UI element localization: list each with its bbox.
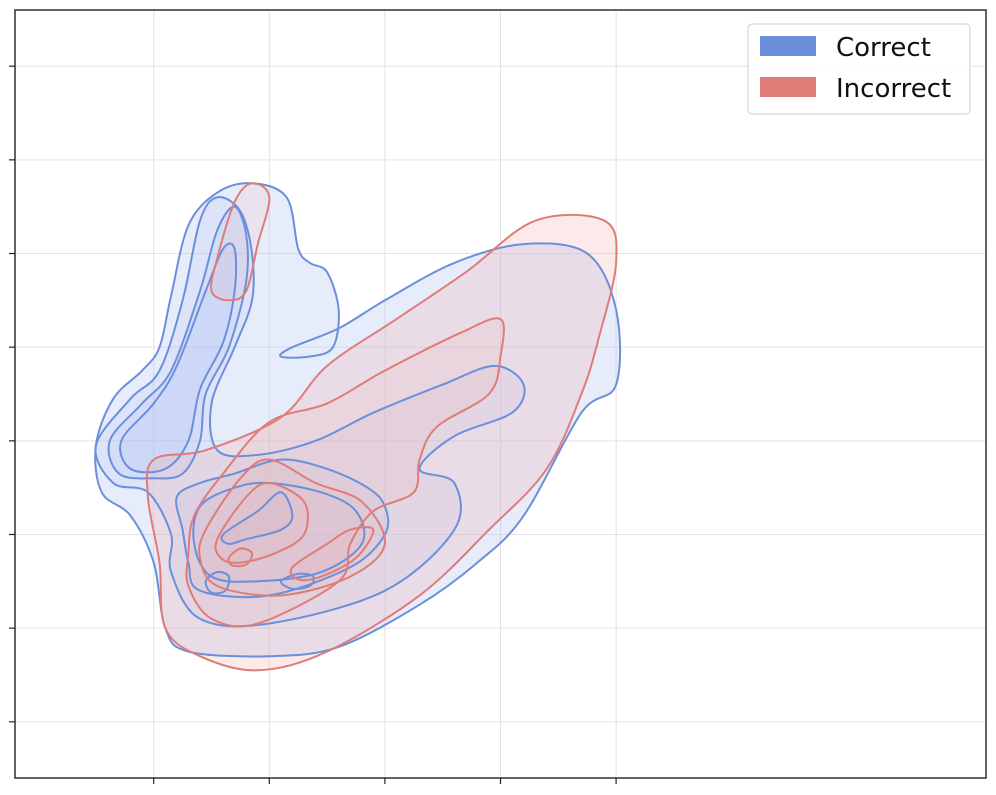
legend-label-correct: Correct <box>836 33 931 63</box>
incorrect-contour-line <box>198 458 386 597</box>
incorrect-density-fill <box>210 183 270 301</box>
incorrect-density-fill <box>215 482 308 563</box>
incorrect-contour-line <box>185 317 505 628</box>
correct-contour-line <box>175 458 390 599</box>
incorrect-contour-line <box>210 182 271 302</box>
legend-swatch-incorrect <box>760 77 816 97</box>
incorrect-contour-line <box>227 547 254 568</box>
axis-ticks <box>9 65 617 784</box>
incorrect-density-fill <box>186 318 504 627</box>
density-contours <box>94 182 622 672</box>
correct-contour-line <box>94 182 622 658</box>
correct-contour-line <box>279 572 315 590</box>
correct-contour-line <box>204 570 231 595</box>
correct-contour-line <box>119 242 238 474</box>
density-fills <box>95 183 621 671</box>
correct-contour-line <box>94 196 526 628</box>
incorrect-contour-line <box>214 481 309 564</box>
correct-contour-line <box>107 205 249 480</box>
incorrect-contour-line <box>289 526 375 582</box>
legend: Correct Incorrect <box>747 23 971 115</box>
correct-density-fill <box>95 197 525 627</box>
correct-density-fill <box>193 482 365 582</box>
correct-density-fill <box>221 492 293 545</box>
correct-contour-line <box>220 491 294 545</box>
correct-density-fill <box>120 243 237 473</box>
legend-swatch-correct <box>760 36 816 56</box>
incorrect-contour-line <box>145 213 618 672</box>
legend-label-incorrect: Incorrect <box>836 74 951 104</box>
correct-contour-line <box>192 481 366 583</box>
